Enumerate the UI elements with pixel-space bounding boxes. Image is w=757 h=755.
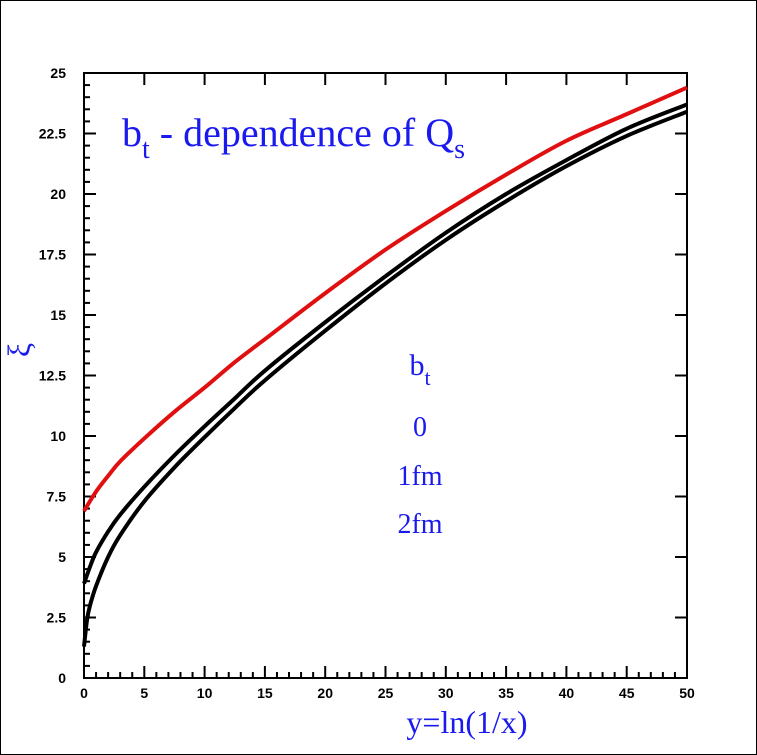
legend-entry-0: 0 xyxy=(413,412,427,443)
y-axis-label: ξ xyxy=(1,343,37,357)
legend: bt 0 1fm 2fm xyxy=(397,349,442,540)
x-tick-label: 50 xyxy=(679,685,695,701)
y-tick-label: 12.5 xyxy=(39,368,66,384)
curves xyxy=(82,85,688,647)
x-tick-label: 30 xyxy=(438,685,454,701)
y-tick-label: 5 xyxy=(58,549,66,565)
series-line-2 xyxy=(82,109,688,647)
x-tick-label: 45 xyxy=(619,685,635,701)
y-tick-label: 15 xyxy=(50,307,66,323)
y-tick-label: 20 xyxy=(50,186,66,202)
legend-header: bt xyxy=(409,349,430,390)
y-tick-label: 22.5 xyxy=(39,126,66,142)
legend-entry-1fm: 1fm xyxy=(397,461,442,492)
x-tick-label: 15 xyxy=(257,685,273,701)
x-tick-label: 20 xyxy=(317,685,333,701)
y-tick-label: 25 xyxy=(50,65,66,81)
plot-area xyxy=(83,72,688,679)
axis-ticks xyxy=(83,72,688,679)
y-tick-label: 17.5 xyxy=(39,247,66,263)
x-tick-label: 40 xyxy=(559,685,575,701)
x-axis-label: y=ln(1/x) xyxy=(406,704,527,740)
x-tick-label: 10 xyxy=(197,685,213,701)
y-tick-label: 10 xyxy=(50,428,66,444)
y-tick-label: 7.5 xyxy=(47,489,67,505)
chart-title: bt - dependence of Qs xyxy=(122,110,465,165)
legend-entry-2fm: 2fm xyxy=(397,509,442,540)
axis-tick-labels: 0 5 10 15 20 25 30 35 40 45 50 0 2.5 5 7.5 10 12.5 15 17.5… xyxy=(39,65,695,701)
y-tick-label: 0 xyxy=(58,670,66,686)
series-line-0 xyxy=(82,85,688,513)
y-tick-label: 2.5 xyxy=(47,610,67,626)
x-tick-label: 0 xyxy=(80,685,88,701)
series-line-1 xyxy=(82,102,688,585)
x-tick-label: 5 xyxy=(140,685,148,701)
x-tick-label: 35 xyxy=(498,685,514,701)
x-tick-label: 25 xyxy=(378,685,394,701)
